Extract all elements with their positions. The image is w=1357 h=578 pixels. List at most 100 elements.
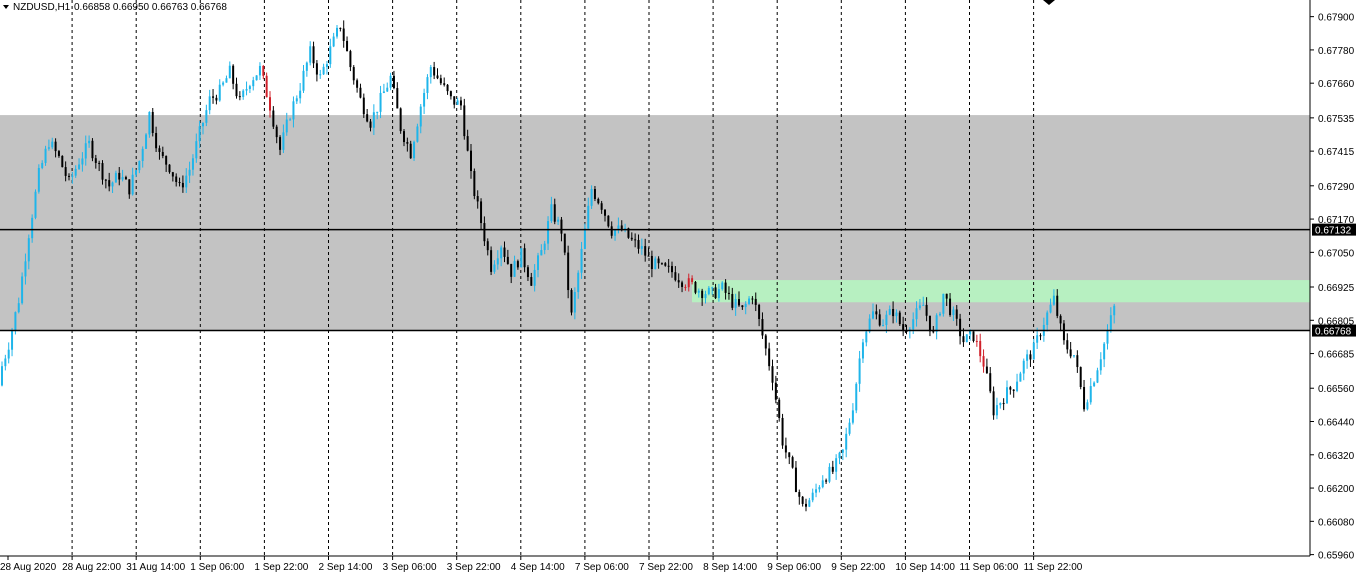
candle[interactable] <box>285 112 288 136</box>
candle[interactable] <box>362 93 365 118</box>
candle[interactable] <box>801 495 804 507</box>
candle[interactable] <box>101 160 104 185</box>
candle[interactable] <box>674 266 677 282</box>
candle[interactable] <box>744 301 747 315</box>
candle[interactable] <box>711 286 714 295</box>
candle[interactable] <box>17 297 20 314</box>
candle[interactable] <box>1062 320 1065 345</box>
candle[interactable] <box>436 68 439 80</box>
candle[interactable] <box>413 140 416 161</box>
candle[interactable] <box>593 185 596 202</box>
candle[interactable] <box>965 334 968 343</box>
candle[interactable] <box>258 62 261 80</box>
candle[interactable] <box>329 38 332 68</box>
candle[interactable] <box>232 64 235 90</box>
candle[interactable] <box>513 255 516 277</box>
candle[interactable] <box>580 241 583 279</box>
candle[interactable] <box>717 283 720 302</box>
candle[interactable] <box>942 293 945 317</box>
candle[interactable] <box>888 305 891 316</box>
candle[interactable] <box>57 149 60 158</box>
candle[interactable] <box>188 161 191 184</box>
candle[interactable] <box>1009 385 1012 395</box>
candle[interactable] <box>537 252 539 278</box>
candle[interactable] <box>781 413 784 449</box>
candle[interactable] <box>1059 314 1062 332</box>
candle[interactable] <box>218 79 221 102</box>
candle[interactable] <box>664 262 667 267</box>
candle[interactable] <box>972 331 975 343</box>
candle[interactable] <box>1093 381 1096 388</box>
candle[interactable] <box>808 497 811 508</box>
candle[interactable] <box>158 145 161 160</box>
candle[interactable] <box>1096 367 1099 384</box>
candle[interactable] <box>687 273 690 292</box>
candle[interactable] <box>748 296 751 306</box>
candle[interactable] <box>148 111 151 138</box>
candle[interactable] <box>1002 398 1005 411</box>
candle[interactable] <box>195 133 198 163</box>
candle[interactable] <box>1083 379 1086 412</box>
candle[interactable] <box>731 287 734 311</box>
candle[interactable] <box>1066 333 1069 354</box>
candle[interactable] <box>902 316 905 337</box>
candle[interactable] <box>466 129 469 152</box>
candle[interactable] <box>825 478 828 484</box>
candle[interactable] <box>205 104 208 127</box>
candle[interactable] <box>989 366 992 394</box>
candle[interactable] <box>74 165 77 178</box>
candle[interactable] <box>98 160 101 172</box>
candle[interactable] <box>396 82 399 109</box>
candle[interactable] <box>463 98 466 140</box>
candle[interactable] <box>191 154 194 176</box>
candle[interactable] <box>805 498 807 512</box>
header-dropdown-icon[interactable] <box>3 5 9 9</box>
candle[interactable] <box>389 72 392 91</box>
candle[interactable] <box>108 172 111 192</box>
candle[interactable] <box>118 167 121 186</box>
candle[interactable] <box>995 397 998 420</box>
candle[interactable] <box>215 94 218 105</box>
candle[interactable] <box>845 427 848 458</box>
candle[interactable] <box>557 216 560 225</box>
candle[interactable] <box>945 293 948 306</box>
candle[interactable] <box>590 185 593 209</box>
candle[interactable] <box>279 135 282 156</box>
candle[interactable] <box>979 333 982 363</box>
candle[interactable] <box>714 283 717 300</box>
candle[interactable] <box>228 61 231 79</box>
candle[interactable] <box>185 168 188 194</box>
candle[interactable] <box>754 292 757 312</box>
candle[interactable] <box>1106 324 1109 350</box>
candle[interactable] <box>325 60 328 75</box>
candle[interactable] <box>707 286 710 296</box>
candle[interactable] <box>252 76 255 91</box>
candle[interactable] <box>443 77 446 87</box>
candle[interactable] <box>426 74 429 100</box>
candle[interactable] <box>138 160 141 174</box>
candle[interactable] <box>403 128 405 147</box>
candle[interactable] <box>352 65 355 85</box>
candle[interactable] <box>11 327 14 357</box>
candle[interactable] <box>918 299 921 311</box>
candle[interactable] <box>587 197 590 230</box>
candle[interactable] <box>828 463 831 484</box>
candle[interactable] <box>386 82 389 92</box>
candle[interactable] <box>81 152 84 172</box>
candle[interactable] <box>302 64 305 93</box>
candle[interactable] <box>939 311 941 317</box>
candle[interactable] <box>78 158 81 171</box>
candles-layer[interactable] <box>1 20 1116 512</box>
candle[interactable] <box>1032 338 1035 360</box>
candle[interactable] <box>788 452 791 465</box>
candle[interactable] <box>171 171 174 182</box>
candle[interactable] <box>704 290 707 304</box>
candle[interactable] <box>124 175 127 180</box>
candle[interactable] <box>480 198 483 230</box>
candle[interactable] <box>667 259 670 273</box>
candle[interactable] <box>915 301 918 327</box>
candle[interactable] <box>895 309 898 323</box>
candle[interactable] <box>567 245 570 299</box>
candle[interactable] <box>1 361 3 387</box>
candle[interactable] <box>721 281 724 291</box>
